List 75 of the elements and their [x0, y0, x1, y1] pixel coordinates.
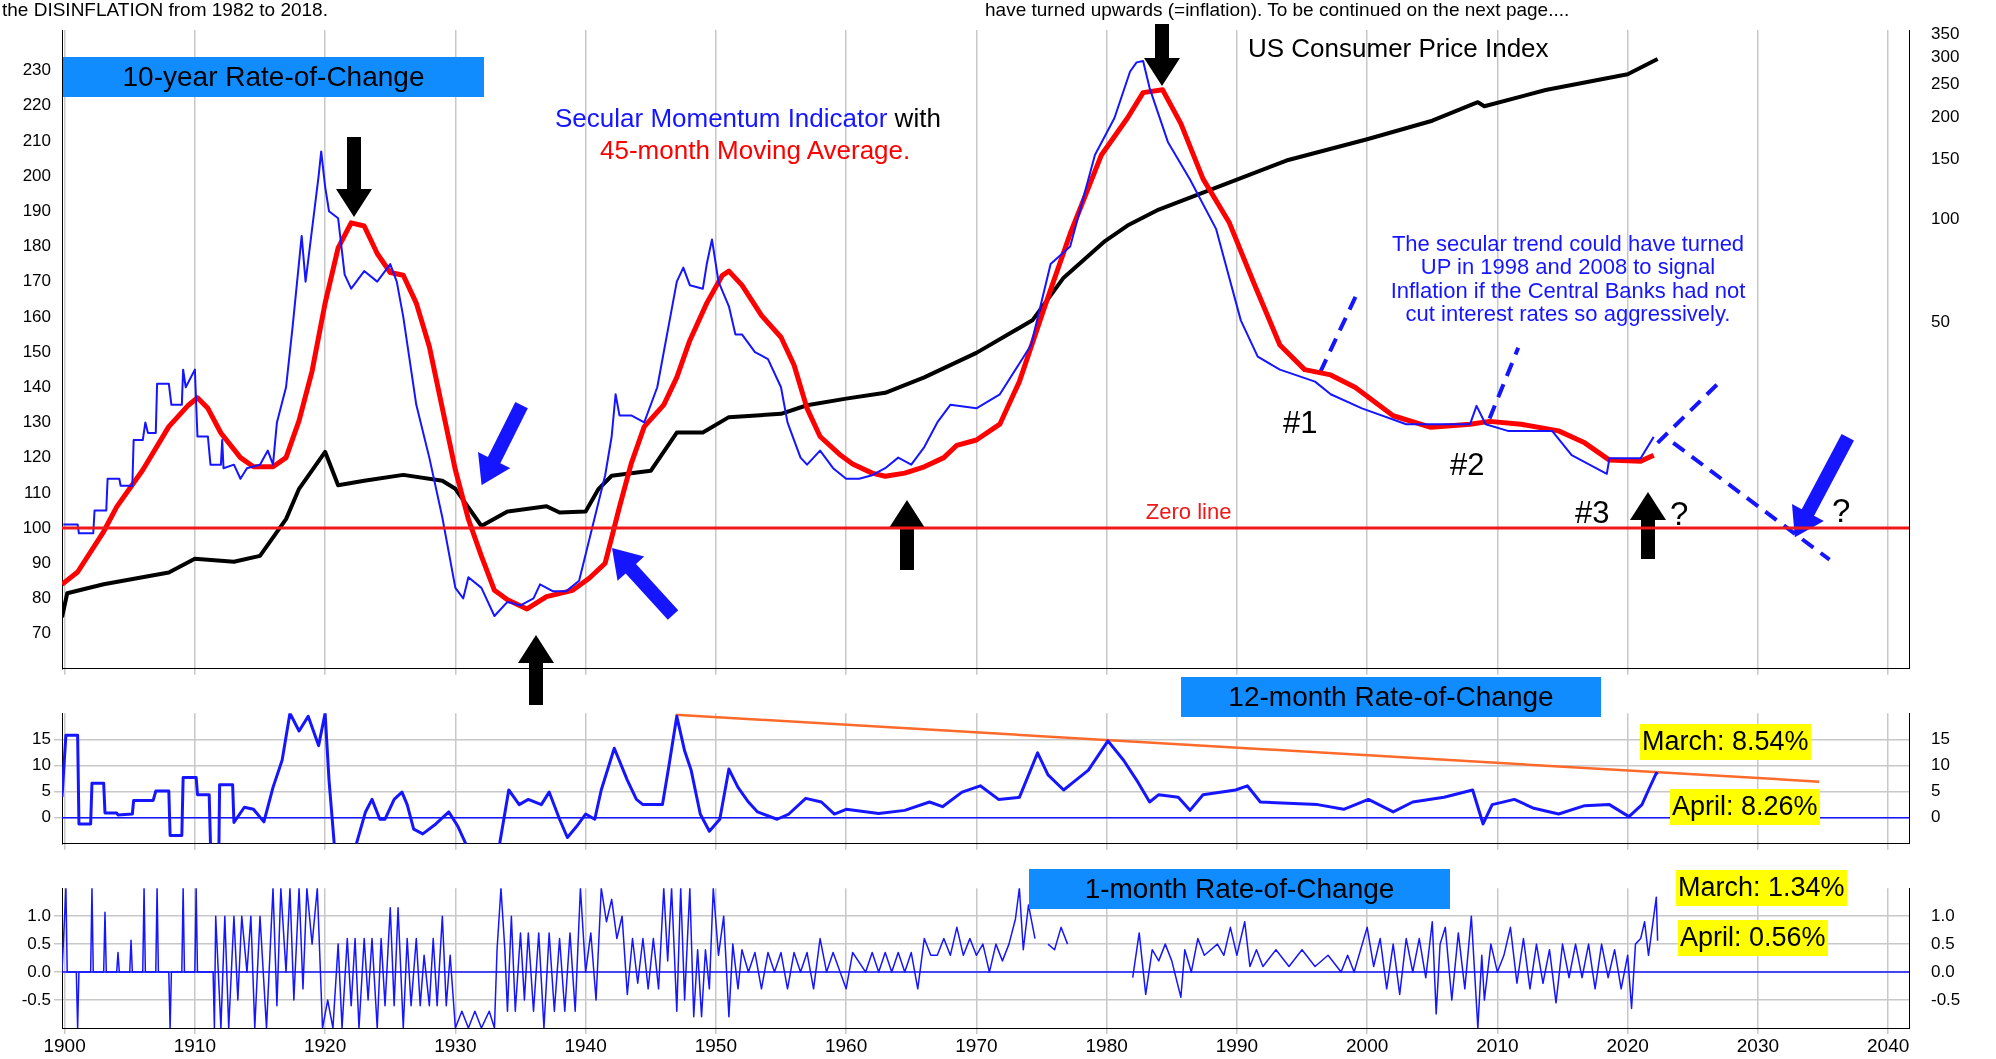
- x-tick-label: 2000: [1346, 1034, 1389, 1056]
- x-tick-label: 2010: [1476, 1034, 1519, 1056]
- y2-tick-label: 0: [1931, 807, 1941, 827]
- y-tick-label: 10: [32, 755, 51, 775]
- y2-tick-label: 150: [1931, 149, 1960, 169]
- y2-tick-label: 0.5: [1931, 933, 1955, 953]
- annotation: with: [893, 103, 941, 133]
- label-box: 12-month Rate-of-Change: [1181, 677, 1601, 717]
- x-tick-label: 1970: [955, 1034, 998, 1056]
- x-tick-label: 2020: [1606, 1034, 1649, 1056]
- x-tick-label: 1930: [434, 1034, 477, 1056]
- annotation: #2: [1450, 447, 1485, 483]
- y-tick-label: 0: [41, 807, 51, 827]
- y2-tick-label: 250: [1931, 73, 1960, 93]
- annotation: April: 0.56%: [1678, 920, 1828, 956]
- y2-tick-label: 350: [1931, 23, 1960, 43]
- y-tick-label: 80: [32, 588, 51, 608]
- y-tick-label: 180: [22, 236, 51, 256]
- y-tick-label: 150: [22, 341, 51, 361]
- label-box: 10-year Rate-of-Change: [63, 57, 484, 97]
- annotation: ?: [1670, 495, 1689, 533]
- y2-tick-label: 200: [1931, 106, 1960, 126]
- y-tick-label: 220: [22, 95, 51, 115]
- x-tick-label: 1920: [303, 1034, 347, 1056]
- series-label: US Consumer Price Index: [1248, 33, 1549, 63]
- x-tick-label: 1900: [43, 1034, 86, 1056]
- annotation: April: 8.26%: [1670, 789, 1820, 825]
- x-tick-label: 2040: [1867, 1034, 1910, 1056]
- x-tick-label: 1980: [1085, 1034, 1128, 1056]
- text: the DISINFLATION from 1982 to 2018.: [2, 0, 328, 21]
- y-tick-label: 1.0: [27, 905, 51, 925]
- annotation: March: 1.34%: [1676, 870, 1847, 906]
- y-tick-label: 120: [22, 447, 51, 467]
- x-tick-label: 1940: [564, 1034, 607, 1056]
- x-tick-label: 1960: [824, 1034, 868, 1056]
- y2-tick-label: 5: [1931, 781, 1941, 801]
- ref-line-label: Zero line: [1145, 499, 1232, 525]
- annotation: #1: [1283, 405, 1318, 441]
- y-tick-label: 200: [22, 165, 51, 185]
- y2-tick-label: 0.0: [1931, 961, 1955, 981]
- y-tick-label: 210: [22, 130, 51, 150]
- annotation: March: 8.54%: [1640, 724, 1811, 760]
- y-tick-label: 130: [22, 412, 51, 432]
- y-tick-label: 190: [22, 200, 51, 220]
- annotation: #3: [1575, 495, 1610, 531]
- y2-tick-label: 10: [1931, 755, 1950, 775]
- y-tick-label: 160: [22, 306, 51, 326]
- y-tick-label: 170: [22, 271, 51, 291]
- y2-tick-label: 1.0: [1931, 905, 1955, 925]
- text: 45-month Moving Average.: [600, 135, 911, 165]
- y-tick-label: 15: [32, 729, 51, 749]
- y-tick-label: 230: [22, 60, 51, 80]
- x-tick-label: 2030: [1736, 1034, 1780, 1056]
- text: Secular Momentum Indicator: [555, 103, 888, 133]
- y-tick-label: -0.5: [21, 989, 51, 1009]
- y-tick-label: 0.5: [27, 933, 51, 953]
- y2-tick-label: 100: [1931, 209, 1960, 229]
- annotation: ?: [1832, 492, 1851, 530]
- x-tick-label: 1950: [694, 1034, 738, 1056]
- text: have turned upwards (=inflation). To be continued on the next page....: [985, 0, 1570, 21]
- y-tick-label: 70: [32, 623, 51, 643]
- x-tick-label: 1910: [173, 1034, 216, 1056]
- y-tick-label: 90: [32, 552, 51, 572]
- y2-tick-label: 50: [1931, 311, 1950, 331]
- y-tick-label: 100: [22, 517, 51, 537]
- y2-tick-label: -0.5: [1931, 989, 1961, 1009]
- x-tick-label: 1990: [1215, 1034, 1259, 1056]
- y-tick-label: 110: [23, 482, 51, 502]
- y-tick-label: 5: [41, 781, 51, 801]
- y2-tick-label: 300: [1931, 46, 1960, 66]
- label-box: 1-month Rate-of-Change: [1029, 869, 1450, 909]
- y-tick-label: 140: [22, 376, 51, 396]
- y-tick-label: 0.0: [27, 961, 51, 981]
- annotation: The secular trend could have turned UP in 1998 and 2008 to signal Inflation if the Central Banks had not cut interest rates so aggressively.: [1389, 231, 1747, 326]
- y2-tick-label: 15: [1931, 729, 1950, 749]
